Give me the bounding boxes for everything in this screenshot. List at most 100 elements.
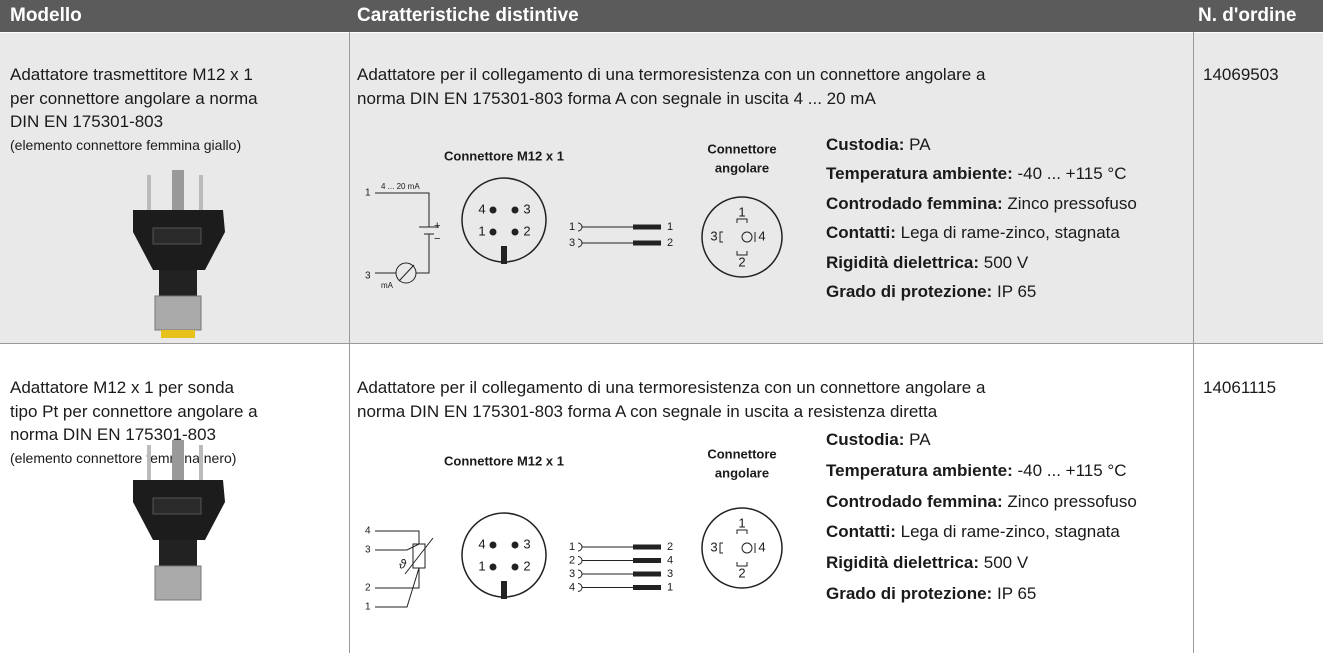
- spec-value: -40 ... +115 °C: [1017, 460, 1127, 480]
- spec-value: IP 65: [996, 584, 1037, 603]
- pin-label: 4: [758, 539, 765, 554]
- spec-label: Controdado femmina:: [826, 491, 1003, 511]
- spec-label: Rigidità dielettrica:: [826, 553, 980, 573]
- spec-value: 500 V: [983, 553, 1029, 573]
- m12-key: [501, 581, 507, 599]
- spec-value: PA: [909, 135, 931, 154]
- model-text: per connettore angolare a norma: [10, 88, 258, 108]
- bridge-pin: [633, 240, 661, 246]
- spec-label: Controdado femmina:: [826, 193, 1003, 213]
- pin-label: 1: [738, 515, 745, 530]
- bridge-pin: [633, 544, 661, 550]
- model-note: (elemento connettore femmina giallo): [10, 137, 242, 153]
- spec-line: Temperatura ambiente: -40 ... +115 °C: [826, 163, 1126, 185]
- nut: [154, 565, 202, 601]
- earth: [741, 231, 753, 243]
- earth: [741, 542, 753, 554]
- pin-label: 4: [478, 536, 485, 551]
- pin-dot: [489, 541, 497, 549]
- spec-line: Grado di protezione: IP 65: [826, 583, 1036, 605]
- wiring-label: 1: [365, 602, 371, 613]
- column-separator: [349, 32, 350, 653]
- spec-line: Temperatura ambiente: -40 ... +115 °C: [826, 460, 1126, 482]
- bridge-label: 4: [667, 554, 673, 566]
- spec-line: Controdado femmina: Zinco pressofuso: [826, 193, 1137, 215]
- bridge-wire: [577, 569, 633, 579]
- spec-label: Rigidità dielettrica:: [826, 252, 980, 272]
- pin-mark: [719, 529, 756, 567]
- pin: [199, 445, 203, 485]
- spec-line: Custodia: PA: [826, 429, 931, 451]
- spec-line: Custodia: PA: [826, 134, 931, 156]
- spec-line: Rigidità dielettrica: 500 V: [826, 252, 1028, 274]
- resistor-arrow: [404, 537, 434, 575]
- wire: [375, 192, 439, 274]
- bridge-wire: [577, 583, 633, 592]
- spec-value: Zinco pressofuso: [1007, 491, 1137, 511]
- spec-line: Grado di protezione: IP 65: [826, 281, 1036, 303]
- pin: [172, 440, 184, 480]
- pin: [147, 175, 151, 215]
- wiring-label: 3: [365, 271, 371, 282]
- pin-label: 2: [523, 223, 530, 238]
- bridge-label: 1: [667, 581, 673, 593]
- logo: [152, 227, 202, 245]
- pin-label: 3: [710, 539, 717, 554]
- bridge-label: 1: [569, 221, 575, 233]
- model-text: Adattatore M12 x 1 per sonda: [10, 378, 234, 397]
- spec-label: Contatti:: [826, 223, 896, 243]
- bridge-wire: [577, 238, 633, 248]
- bridge-label: 4: [569, 581, 575, 593]
- spec-label: Temperatura ambiente:: [826, 460, 1013, 480]
- pin-label: 3: [523, 201, 530, 216]
- diagram-title: angolare: [715, 160, 769, 175]
- column-separator: [1193, 32, 1194, 653]
- model-text: tipo Pt per connettore angolare a: [10, 401, 258, 421]
- pin-label: 1: [478, 223, 485, 238]
- spec-value: IP 65: [996, 282, 1037, 301]
- neck: [159, 540, 197, 566]
- wiring-label: −: [434, 233, 440, 245]
- spec-value: Lega di rame-zinco, stagnata: [900, 522, 1120, 542]
- angle-circle: [701, 196, 783, 278]
- header-cell: Modello: [10, 5, 82, 26]
- bridge-label: 1: [667, 221, 673, 233]
- pin-dot: [489, 206, 497, 214]
- spec-label: Custodia:: [826, 135, 905, 154]
- spec-label: Contatti:: [826, 522, 896, 542]
- pin-dot: [511, 228, 519, 236]
- connector-image: [133, 440, 225, 601]
- wiring-label: ϑ: [399, 556, 407, 571]
- model-text: Adattatore trasmettitore M12 x 1: [10, 65, 253, 84]
- wiring-label: 3: [365, 545, 371, 556]
- wiring-label: mA: [381, 281, 394, 290]
- diagram-title: Connettore M12 x 1: [444, 148, 564, 163]
- pin-dot: [489, 228, 497, 236]
- spec-line: Rigidità dielettrica: 500 V: [826, 552, 1028, 574]
- bridge-label: 3: [667, 568, 673, 580]
- diagram-title: Connettore: [707, 141, 776, 156]
- spec-value: PA: [909, 430, 931, 449]
- pin-label: 2: [738, 254, 745, 269]
- pin-dot: [511, 541, 519, 549]
- pin: [172, 170, 184, 210]
- nut: [154, 295, 202, 331]
- bridge-label: 3: [569, 237, 575, 249]
- pin-label: 2: [523, 558, 530, 573]
- logo: [152, 497, 202, 515]
- model-text: DIN EN 175301-803: [10, 112, 164, 131]
- diagram-title: Connettore M12 x 1: [444, 453, 564, 468]
- connector-image: [133, 170, 225, 338]
- wire: [375, 530, 420, 608]
- neck: [159, 270, 197, 296]
- spec-label: Custodia:: [826, 430, 905, 449]
- angle-circle: [701, 507, 783, 589]
- wiring-label: 4 ... 20 mA: [381, 182, 420, 191]
- spec-value: -40 ... +115 °C: [1017, 164, 1127, 184]
- description-text: norma DIN EN 175301-803 forma A con segn…: [357, 401, 938, 421]
- pin-label: 2: [738, 565, 745, 580]
- bridge-wire: [577, 542, 633, 552]
- wiring-diagram: Connettore M12 x 1 Connettore angolare 4 3 1 2…: [365, 141, 783, 290]
- bridge-label: 1: [569, 541, 575, 553]
- spec-value: Lega di rame-zinco, stagnata: [900, 223, 1120, 243]
